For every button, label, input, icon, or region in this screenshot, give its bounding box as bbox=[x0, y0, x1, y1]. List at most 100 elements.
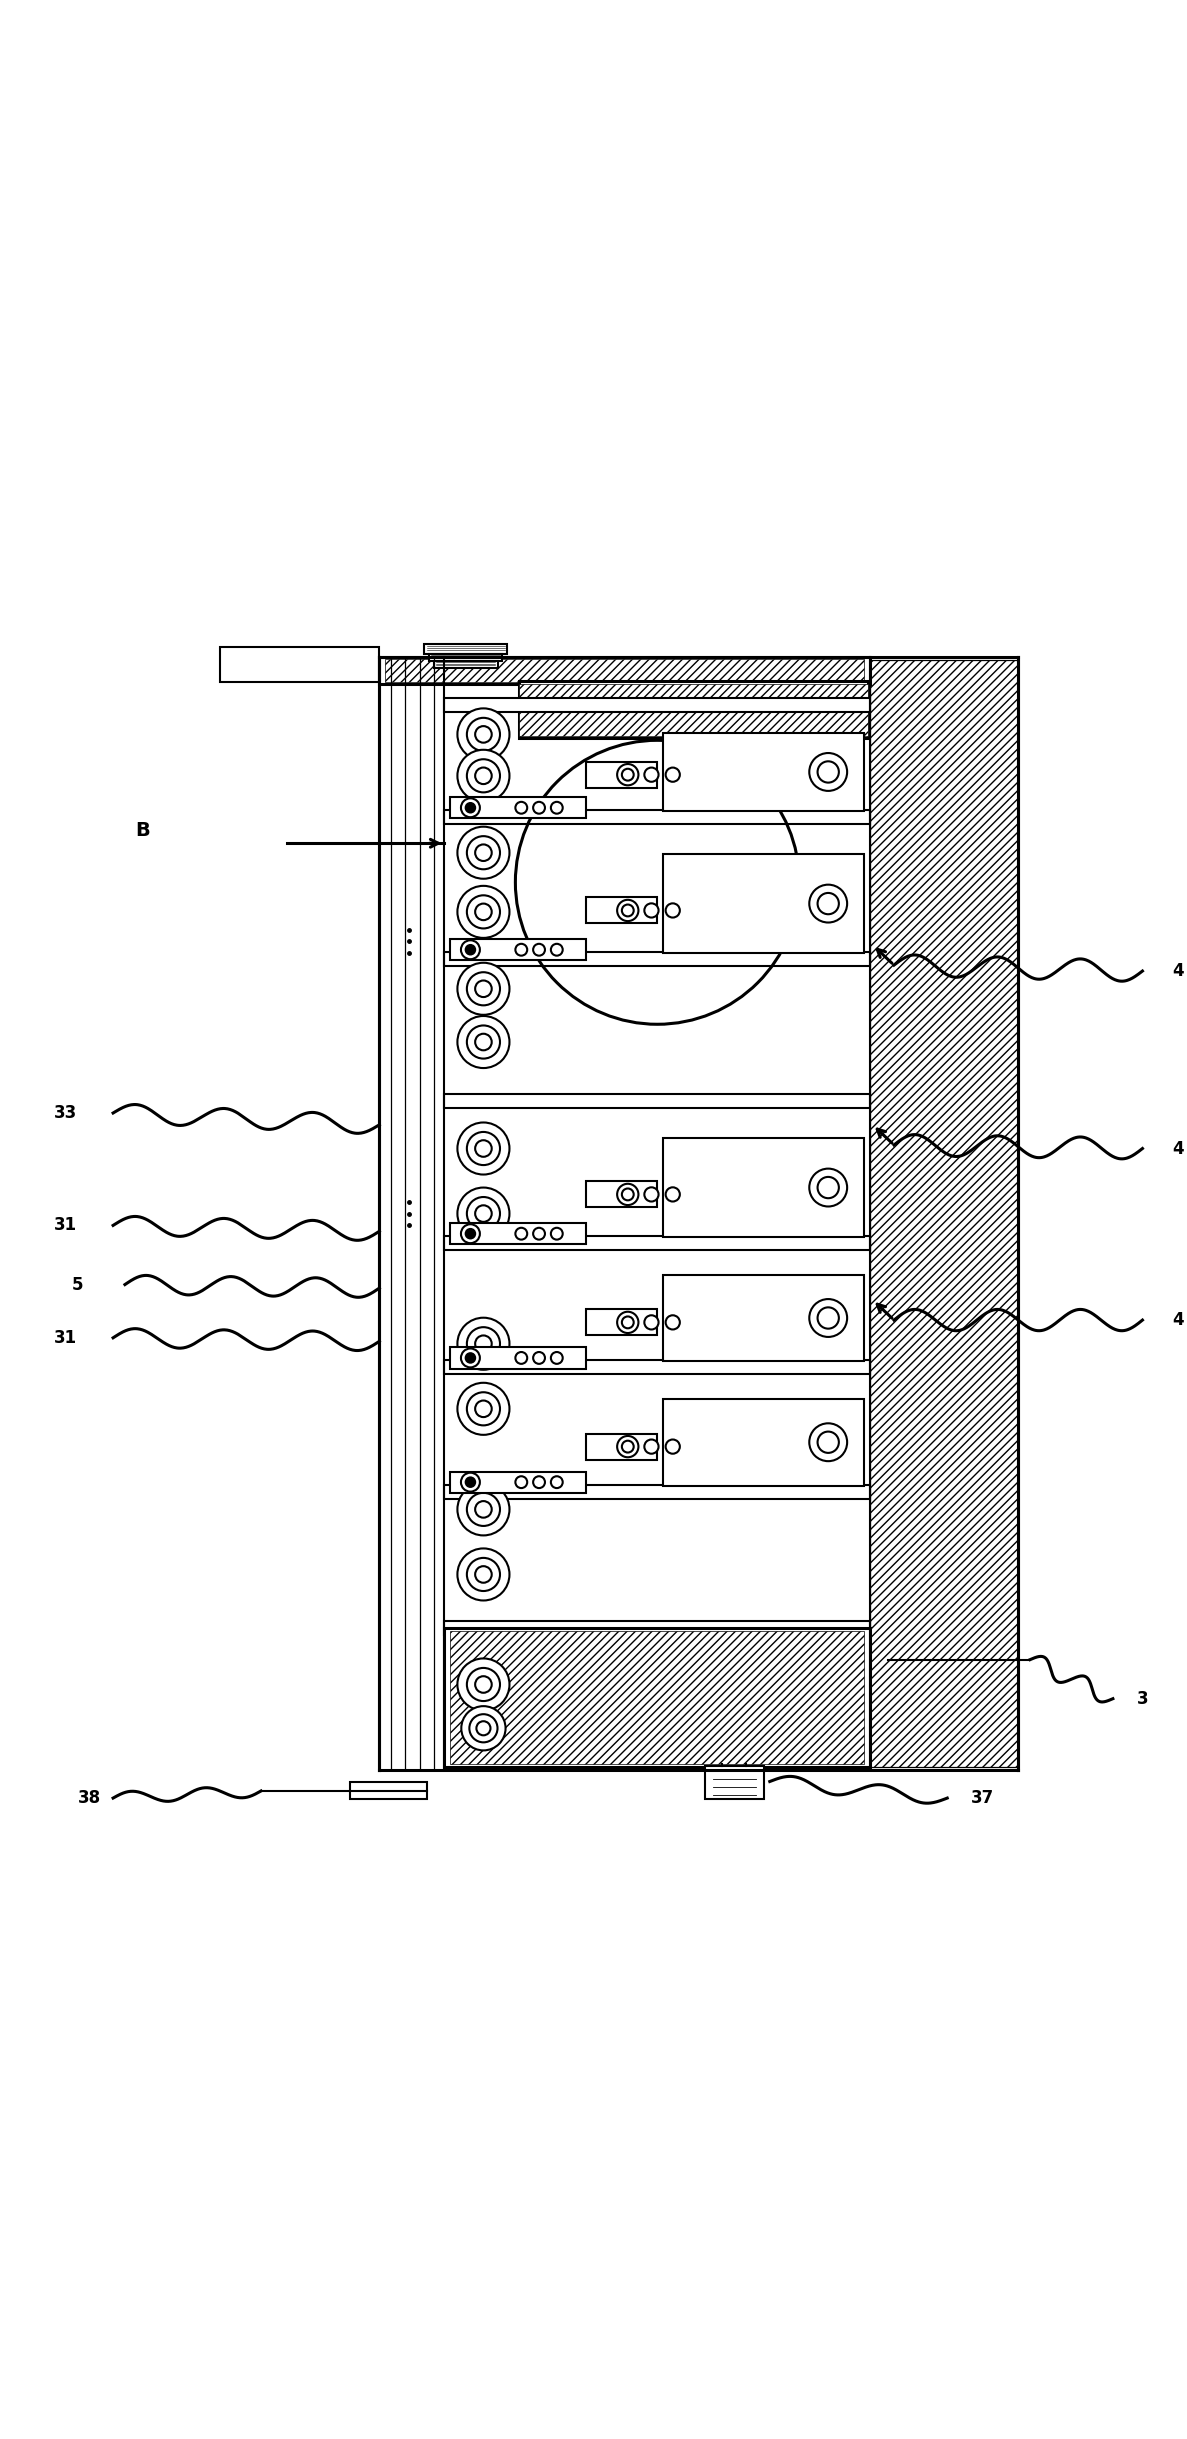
Circle shape bbox=[617, 1183, 639, 1205]
Text: 37: 37 bbox=[971, 1790, 995, 1807]
Circle shape bbox=[617, 1312, 639, 1334]
Bar bbox=[586, 761, 658, 788]
Circle shape bbox=[461, 1473, 480, 1493]
Circle shape bbox=[466, 1393, 500, 1424]
Circle shape bbox=[533, 1476, 545, 1488]
Bar bbox=[444, 1627, 870, 1768]
Circle shape bbox=[551, 1227, 563, 1239]
Bar bbox=[684, 754, 794, 788]
Bar bbox=[450, 1222, 586, 1244]
Circle shape bbox=[466, 837, 500, 868]
Circle shape bbox=[466, 1327, 500, 1361]
Circle shape bbox=[617, 1437, 639, 1456]
Circle shape bbox=[475, 1034, 491, 1051]
Circle shape bbox=[810, 885, 848, 922]
Circle shape bbox=[666, 1439, 680, 1454]
Circle shape bbox=[617, 900, 639, 922]
Circle shape bbox=[466, 1132, 500, 1166]
Circle shape bbox=[666, 1315, 680, 1329]
Bar bbox=[664, 732, 864, 812]
Circle shape bbox=[515, 944, 527, 956]
Circle shape bbox=[533, 1351, 545, 1363]
Bar bbox=[664, 854, 864, 954]
Circle shape bbox=[475, 1337, 491, 1351]
Bar bbox=[684, 1422, 794, 1459]
Circle shape bbox=[818, 1432, 839, 1454]
Bar bbox=[444, 1237, 870, 1251]
Circle shape bbox=[622, 1188, 634, 1200]
Circle shape bbox=[462, 1707, 506, 1751]
Circle shape bbox=[457, 1122, 509, 1176]
Circle shape bbox=[551, 944, 563, 956]
Bar bbox=[444, 1485, 870, 1498]
Text: 4: 4 bbox=[1172, 1312, 1183, 1329]
Bar bbox=[450, 798, 586, 820]
Circle shape bbox=[466, 895, 500, 929]
Circle shape bbox=[466, 1668, 500, 1700]
Bar bbox=[433, 661, 497, 668]
Circle shape bbox=[457, 963, 509, 1015]
Circle shape bbox=[645, 1315, 659, 1329]
Bar bbox=[386, 659, 864, 683]
Circle shape bbox=[475, 768, 491, 783]
Circle shape bbox=[457, 1659, 509, 1710]
Circle shape bbox=[551, 1476, 563, 1488]
Bar bbox=[444, 1361, 870, 1376]
Circle shape bbox=[475, 902, 491, 920]
Circle shape bbox=[666, 768, 680, 783]
Circle shape bbox=[476, 1722, 490, 1734]
Circle shape bbox=[622, 1317, 634, 1329]
Circle shape bbox=[645, 1439, 659, 1454]
Circle shape bbox=[466, 1559, 500, 1590]
Circle shape bbox=[466, 1493, 500, 1527]
Circle shape bbox=[533, 944, 545, 956]
Bar bbox=[684, 1166, 794, 1207]
Bar bbox=[380, 659, 870, 683]
Circle shape bbox=[457, 1017, 509, 1068]
Bar bbox=[450, 1632, 864, 1763]
Circle shape bbox=[457, 1383, 509, 1434]
Circle shape bbox=[666, 1188, 680, 1202]
Bar bbox=[444, 951, 870, 966]
Bar bbox=[444, 1619, 870, 1634]
Circle shape bbox=[465, 802, 475, 812]
Circle shape bbox=[818, 1307, 839, 1329]
Bar bbox=[705, 1766, 764, 1800]
Circle shape bbox=[475, 1500, 491, 1517]
Bar bbox=[684, 883, 794, 924]
Circle shape bbox=[515, 1351, 527, 1363]
Circle shape bbox=[475, 844, 491, 861]
Bar bbox=[586, 1434, 658, 1459]
Circle shape bbox=[469, 1715, 497, 1741]
Circle shape bbox=[475, 1566, 491, 1583]
Circle shape bbox=[466, 1198, 500, 1229]
Circle shape bbox=[533, 1227, 545, 1239]
Circle shape bbox=[810, 1300, 848, 1337]
Bar bbox=[586, 1180, 658, 1207]
Circle shape bbox=[457, 1188, 509, 1239]
Bar bbox=[444, 1095, 870, 1107]
Circle shape bbox=[551, 1351, 563, 1363]
Circle shape bbox=[457, 1483, 509, 1537]
Bar bbox=[220, 646, 380, 683]
Text: 33: 33 bbox=[55, 1105, 77, 1122]
Circle shape bbox=[666, 902, 680, 917]
Bar bbox=[519, 683, 868, 737]
Circle shape bbox=[818, 1178, 839, 1198]
Circle shape bbox=[622, 768, 634, 780]
Bar bbox=[450, 1346, 586, 1368]
Bar bbox=[350, 1780, 426, 1800]
Circle shape bbox=[515, 1227, 527, 1239]
Text: 3: 3 bbox=[1136, 1690, 1148, 1707]
Circle shape bbox=[645, 768, 659, 783]
Circle shape bbox=[818, 893, 839, 915]
Circle shape bbox=[810, 754, 848, 790]
Circle shape bbox=[461, 798, 480, 817]
Text: 31: 31 bbox=[55, 1217, 77, 1234]
Bar bbox=[664, 1139, 864, 1237]
Circle shape bbox=[457, 1549, 509, 1600]
Circle shape bbox=[466, 1024, 500, 1059]
Text: 4: 4 bbox=[1172, 1139, 1183, 1159]
Circle shape bbox=[457, 885, 509, 939]
Circle shape bbox=[475, 1205, 491, 1222]
